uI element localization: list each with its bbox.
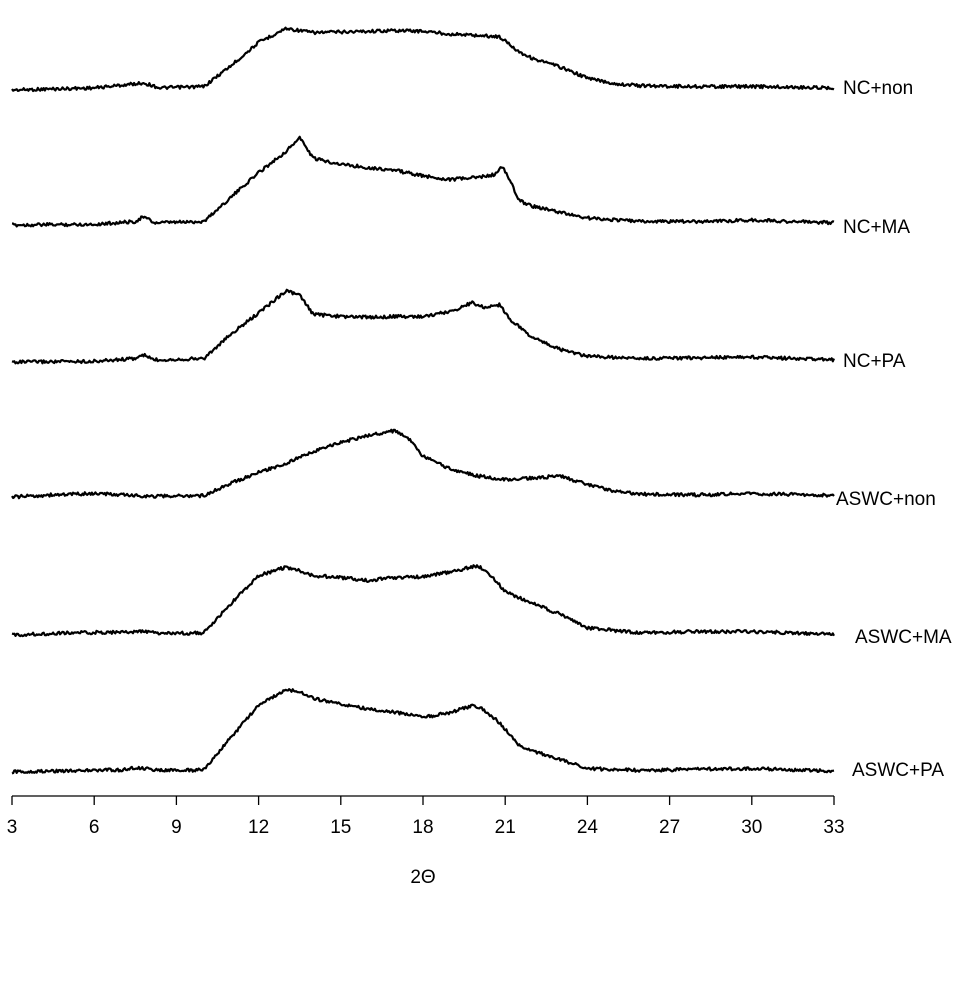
series-label-3: ASWC+non [836,489,936,510]
x-axis-tick-labels: 3 6 9 12 15 18 21 24 27 30 33 [7,817,845,838]
series-trace-0 [11,26,835,93]
series-trace-1 [11,135,835,228]
x-tick-label-6: 21 [495,817,516,838]
x-axis-title: 2Θ [410,867,435,888]
series-label-5: ASWC+PA [852,760,944,781]
series-trace-4 [11,564,835,638]
series-label-2: NC+PA [843,351,906,372]
series-traces [11,26,836,775]
series-label-1: NC+MA [843,217,910,238]
x-tick-label-9: 30 [741,817,762,838]
series-trace-5 [11,688,835,775]
series-trace-2 [11,288,836,365]
series-labels: NC+non NC+MA NC+PA ASWC+non ASWC+MA ASWC+PA [836,78,952,781]
x-tick-label-5: 18 [412,817,433,838]
x-tick-label-10: 33 [823,817,844,838]
x-tick-label-7: 24 [577,817,599,838]
x-tick-label-3: 12 [248,817,269,838]
x-tick-label-4: 15 [330,817,351,838]
series-label-0: NC+non [843,78,913,99]
series-trace-3 [11,428,835,500]
x-tick-label-8: 27 [659,817,680,838]
x-tick-label-2: 9 [171,817,182,838]
series-label-4: ASWC+MA [855,627,952,648]
x-axis-ticks [11,796,835,805]
x-tick-label-0: 3 [7,817,18,838]
x-tick-label-1: 6 [89,817,100,838]
